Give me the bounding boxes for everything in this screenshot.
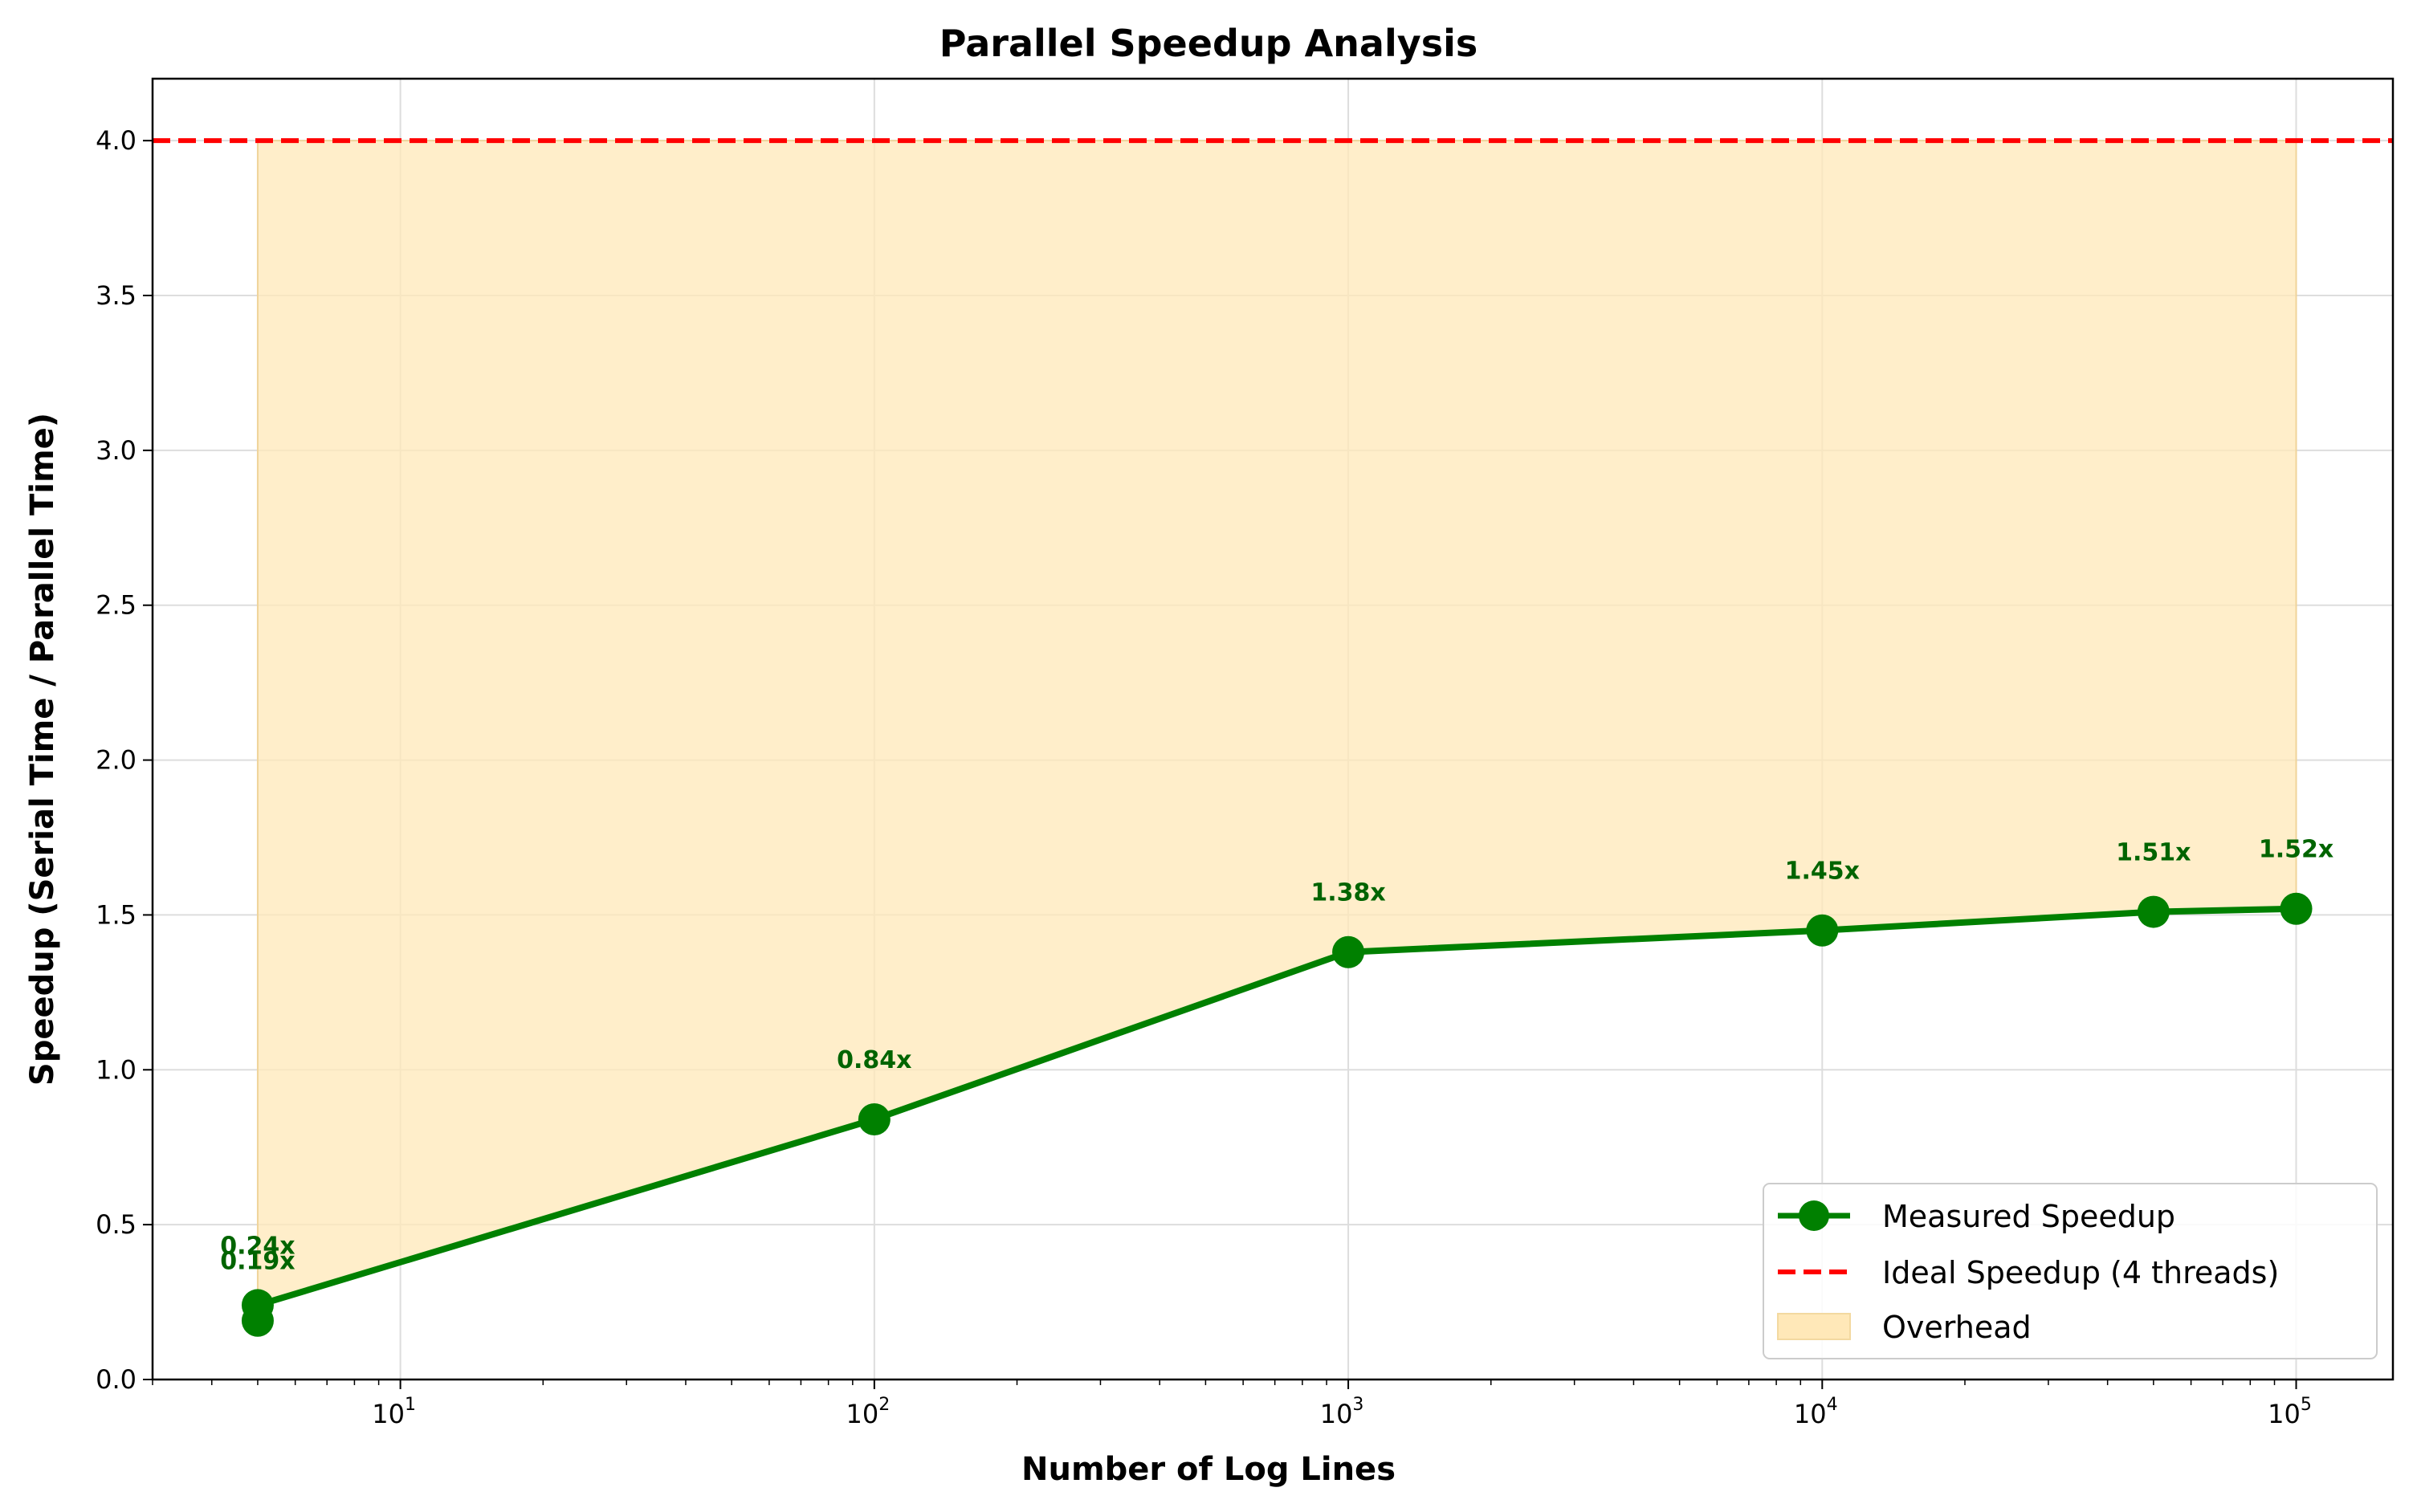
x-tick-label: 104	[1794, 1395, 1838, 1429]
legend-box	[1763, 1183, 2378, 1359]
measured-series-layer	[241, 892, 2313, 1337]
data-label: 0.24x	[220, 1232, 295, 1260]
y-tick-label: 0.0	[96, 1364, 137, 1395]
y-tick-label: 0.5	[96, 1209, 137, 1240]
measured-speedup-point	[241, 1289, 274, 1322]
measured-speedup-point	[2137, 895, 2170, 928]
overhead-fill	[256, 140, 2297, 1321]
measured-speedup-point	[1332, 935, 1365, 968]
y-tick-label: 2.5	[96, 590, 137, 621]
y-tick-label: 3.0	[96, 435, 137, 466]
x-tick-label: 105	[2268, 1395, 2312, 1429]
x-tick-label: 102	[846, 1395, 890, 1429]
legend-overhead-label: Overhead	[1882, 1310, 2032, 1345]
legend: Measured Speedup Ideal Speedup (4 thread…	[1763, 1183, 2378, 1359]
legend-overhead-swatch	[1777, 1313, 1851, 1340]
measured-speedup-point	[1806, 914, 1839, 947]
data-label: 0.84x	[837, 1046, 911, 1074]
data-label: 1.38x	[1310, 879, 1385, 907]
legend-measured-marker	[1799, 1200, 1829, 1231]
y-tick-label: 3.5	[96, 280, 137, 311]
legend-ideal-label: Ideal Speedup (4 threads)	[1882, 1255, 2279, 1290]
y-tick-label: 2.0	[96, 745, 137, 776]
axes	[151, 77, 2395, 1381]
chart-title: Parallel Speedup Analysis	[939, 22, 1478, 65]
x-tick-label: 101	[372, 1395, 416, 1429]
data-label: 1.52x	[2259, 836, 2333, 864]
data-label: 0.19x	[220, 1248, 295, 1276]
measured-speedup-point	[2280, 892, 2313, 925]
y-tick-label: 1.0	[96, 1054, 137, 1085]
measured-speedup-point	[858, 1103, 891, 1135]
legend-measured-label: Measured Speedup	[1882, 1199, 2175, 1234]
data-label: 1.45x	[1785, 858, 1860, 886]
y-tick-label: 1.5	[96, 899, 137, 930]
x-tick-label: 103	[1320, 1395, 1364, 1429]
y-tick-label: 4.0	[96, 125, 137, 156]
overhead-fill-layer	[256, 140, 2297, 1321]
plot-frame	[151, 77, 2395, 1381]
x-axis-label: Number of Log Lines	[1021, 1451, 1396, 1488]
data-label: 1.51x	[2116, 839, 2191, 867]
ticks: 0.0 0.5 1.0 1.5 2.0 2.5 3.0 3.5 4.0 101 102 103 104 1…	[96, 125, 2312, 1429]
y-axis-label: Speedup (Serial Time / Parallel Time)	[24, 413, 61, 1086]
